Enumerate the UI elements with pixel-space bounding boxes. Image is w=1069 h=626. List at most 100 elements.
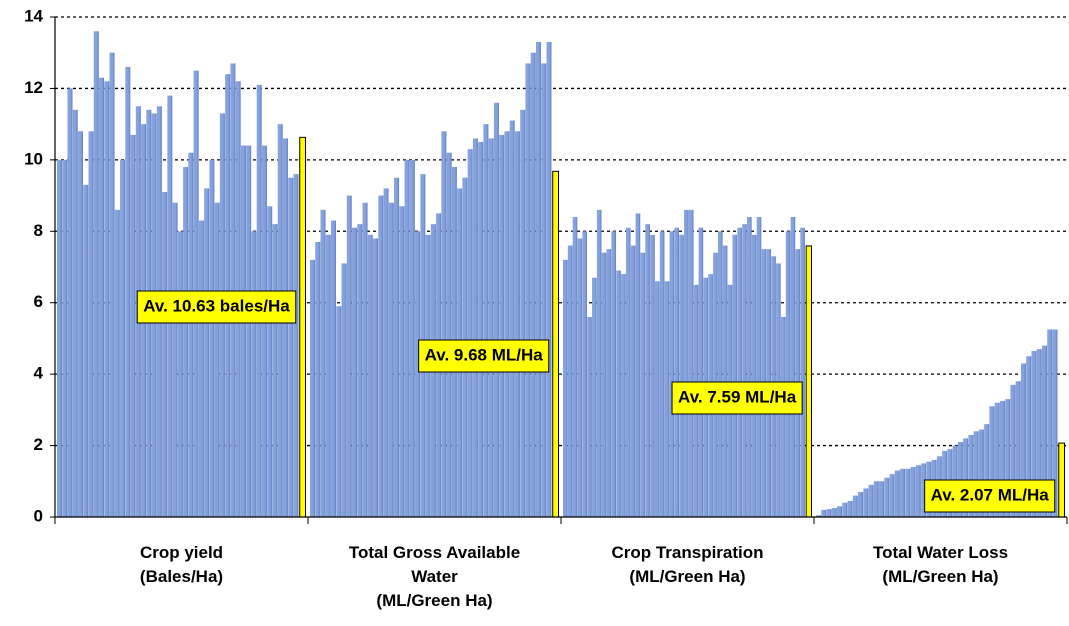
bar (230, 63, 236, 518)
bar (272, 224, 278, 517)
bar (261, 145, 267, 518)
bar (625, 227, 631, 517)
average-bar (299, 136, 307, 518)
x-category-label: Total Water Loss (873, 543, 1008, 562)
bar (88, 131, 94, 518)
bar (341, 263, 347, 517)
bar (177, 231, 183, 518)
bar (120, 159, 126, 517)
bar (905, 468, 911, 517)
bar (645, 224, 650, 517)
average-label: Av. 2.07 ML/Ha (931, 485, 1050, 504)
bar (684, 209, 689, 517)
bar (446, 152, 452, 517)
x-category-label: Water (411, 567, 458, 586)
bar (1026, 356, 1032, 517)
bar (394, 177, 400, 517)
bar (847, 500, 853, 517)
bar (1052, 329, 1058, 517)
bar (198, 220, 204, 518)
bar (320, 209, 326, 517)
bar (357, 224, 363, 517)
bar (572, 217, 578, 517)
bar (520, 109, 526, 517)
bar (478, 142, 484, 517)
bar (1041, 345, 1047, 517)
average-label-box (136, 290, 297, 324)
bar (674, 227, 679, 517)
bar (601, 252, 607, 517)
bar (367, 234, 373, 517)
bar (336, 306, 342, 517)
bar (837, 506, 843, 517)
bar (732, 234, 738, 517)
bar (858, 492, 864, 517)
bar (915, 465, 921, 517)
bar (611, 231, 617, 518)
bar (826, 509, 832, 517)
bar (183, 167, 189, 517)
bar (204, 188, 210, 517)
bar (984, 424, 990, 517)
bar (1047, 329, 1053, 517)
bar (388, 202, 394, 517)
bar (1010, 384, 1016, 517)
bar (493, 102, 499, 517)
bar (698, 227, 704, 517)
bar (989, 406, 995, 517)
bar (62, 159, 68, 517)
bar (640, 252, 646, 517)
bar (635, 213, 641, 517)
bar (162, 192, 168, 517)
bar (1005, 399, 1011, 517)
bar (104, 81, 110, 518)
bar (978, 429, 984, 517)
bar (267, 206, 273, 518)
bar (884, 477, 890, 517)
bar (541, 63, 547, 518)
bar (83, 184, 89, 517)
bar (742, 224, 747, 517)
bar (1015, 381, 1021, 517)
bar (659, 231, 665, 518)
bar (93, 31, 99, 518)
bar (831, 508, 837, 517)
bar (863, 488, 869, 517)
bar (780, 317, 786, 517)
bar (737, 227, 742, 517)
bar (868, 484, 874, 517)
bar (650, 234, 655, 517)
average-label: Av. 10.63 bales/Ha (143, 296, 290, 315)
bar (441, 131, 447, 518)
bar (325, 234, 331, 517)
bar (621, 274, 626, 517)
bar (722, 245, 728, 518)
bar (125, 67, 131, 517)
bar (404, 159, 410, 517)
bar (188, 152, 194, 517)
bar (352, 227, 358, 517)
bar (1020, 363, 1026, 517)
y-tick-label: 12 (24, 78, 43, 97)
average-label-box (418, 339, 550, 373)
bar (383, 188, 389, 517)
bar (488, 138, 494, 517)
bar (889, 474, 895, 517)
bar (509, 120, 515, 518)
bar (99, 77, 105, 517)
bar (790, 217, 796, 517)
bar (821, 509, 827, 517)
bar (1036, 349, 1042, 517)
y-tick-label: 4 (34, 364, 44, 383)
bar (331, 220, 337, 518)
bar (900, 468, 906, 517)
bar (582, 231, 587, 518)
average-label: Av. 9.68 ML/Ha (425, 345, 544, 364)
bar (879, 481, 885, 517)
x-category-label: (Bales/Ha) (140, 567, 223, 586)
bar (240, 145, 246, 518)
bar (751, 234, 757, 517)
bar (606, 249, 612, 517)
y-tick-label: 14 (24, 6, 43, 25)
